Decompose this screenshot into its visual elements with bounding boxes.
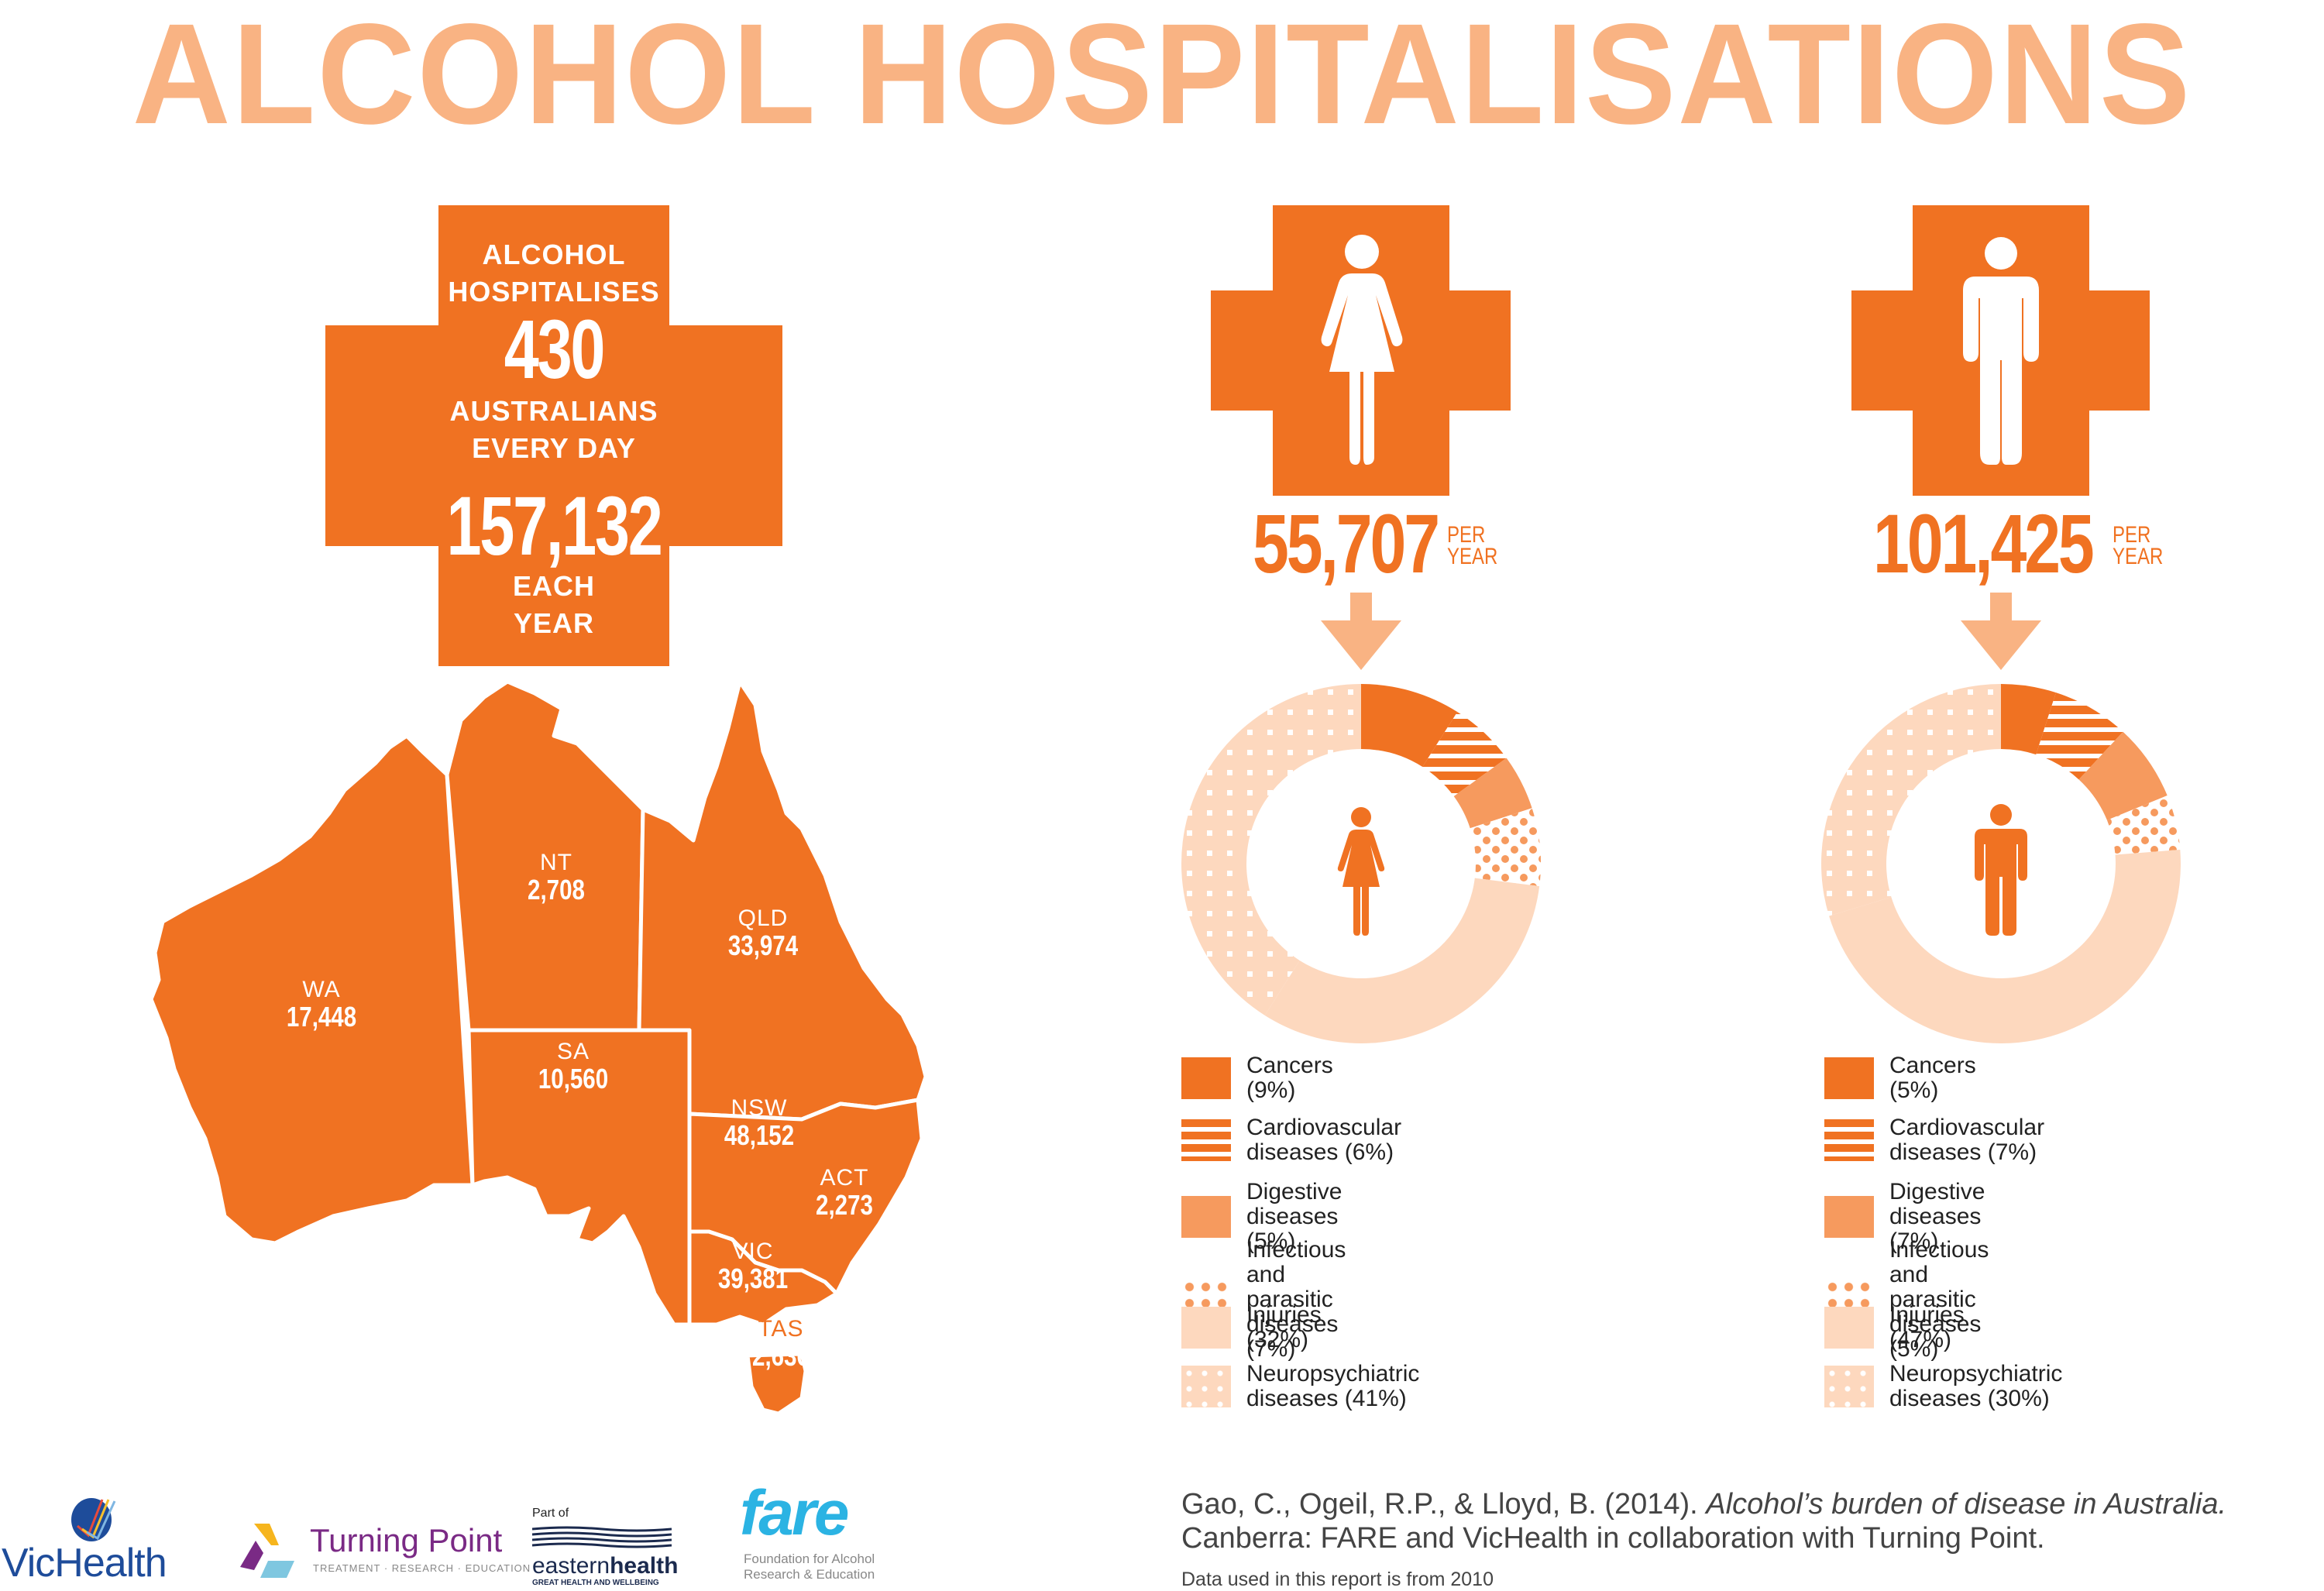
digestive-swatch xyxy=(1824,1196,1874,1238)
female-total: 55,707 xyxy=(1253,502,1490,586)
state-wa xyxy=(149,734,475,1246)
donut-segment-cancers xyxy=(1361,684,1458,768)
data-year-note: Data used in this report is from 2010 xyxy=(1181,1569,1494,1590)
male-figure-icon xyxy=(1963,237,2039,465)
female-center-icon xyxy=(1337,807,1385,936)
citation-title: Alcohol’s burden of disease in Australia… xyxy=(1706,1488,2227,1521)
female-count: 55,707 xyxy=(1253,497,1440,590)
state-label-act: ACT 2,273 xyxy=(816,1165,873,1221)
legend-item-injuries: Injuries (47%) xyxy=(1824,1303,1965,1352)
legend-item-cancers: Cancers (9%) xyxy=(1181,1053,1333,1103)
state-sa xyxy=(466,1028,692,1327)
state-label-qld: QLD 33,974 xyxy=(727,905,799,961)
down-arrow-icon xyxy=(1321,593,1401,670)
state-label-nt: NT 2,708 xyxy=(528,850,585,905)
digestive-swatch xyxy=(1181,1196,1231,1238)
turning-point-logo[interactable]: Turning Point TREATMENT · RESEARCH · EDU… xyxy=(240,1522,530,1584)
injuries-swatch xyxy=(1824,1307,1874,1349)
summary-line-5: EACH xyxy=(512,570,595,602)
donut-segment-digestive xyxy=(1453,758,1532,829)
donut-segment-injuries xyxy=(1829,849,2181,1043)
donut-segment-cancers xyxy=(2001,684,2057,755)
waves-icon xyxy=(532,1526,672,1548)
legend-item-digestive: Digestive diseases (7%) xyxy=(1824,1180,1985,1254)
summary-line-4: EVERY DAY xyxy=(472,432,636,464)
turning-point-emblem-icon xyxy=(240,1524,294,1578)
male-per-year: PER YEAR xyxy=(2113,522,2164,569)
injuries-swatch xyxy=(1181,1307,1231,1349)
donut-segment-injuries xyxy=(1264,878,1540,1043)
cardiovascular-swatch xyxy=(1824,1119,1874,1161)
legend-item-cancers: Cancers (5%) xyxy=(1824,1053,1976,1103)
state-label-nsw: NSW 48,152 xyxy=(724,1095,795,1151)
page-title: ALCOHOL HOSPITALISATIONS xyxy=(132,0,2192,154)
female-donut-chart xyxy=(1181,684,1541,1043)
cancers-swatch xyxy=(1824,1057,1874,1099)
donut-segment-cardiovascular xyxy=(2036,692,2123,780)
neuropsychiatric-swatch xyxy=(1824,1366,1874,1407)
male-donut-chart xyxy=(1821,684,2181,1043)
female-per-year: PER YEAR xyxy=(1447,522,1498,569)
state-label-vic: VIC 39,381 xyxy=(717,1239,789,1294)
neuropsychiatric-swatch xyxy=(1181,1366,1231,1407)
eastern-health-logo[interactable]: Part of easternhealth GREAT HEALTH AND W… xyxy=(532,1507,679,1587)
vichealth-logo[interactable]: VicHealth xyxy=(0,1495,182,1586)
summary-line-6: YEAR xyxy=(513,607,595,639)
male-total: 101,425 xyxy=(1873,502,2154,586)
legend-item-injuries: Injuries (32%) xyxy=(1181,1303,1322,1352)
donut-segment-digestive xyxy=(2078,731,2168,820)
state-label-sa: SA 10,560 xyxy=(538,1039,609,1094)
state-vic xyxy=(687,1229,839,1327)
cardiovascular-swatch xyxy=(1181,1119,1231,1161)
summary-text: ALCOHOL HOSPITALISES 430 AUSTRALIANS EVE… xyxy=(325,236,782,642)
donut-segment-cardiovascular xyxy=(1422,712,1507,797)
legend-item-cardiovascular: Cardiovascular diseases (6%) xyxy=(1181,1115,1401,1165)
legend-item-neuropsychiatric: Neuropsychiatric diseases (30%) xyxy=(1824,1362,2062,1411)
male-center-icon xyxy=(1975,804,2027,936)
donut-segment-infectious xyxy=(2106,796,2181,855)
donut-segment-infectious xyxy=(1470,808,1541,887)
citation: Gao, C., Ogeil, R.P., & Lloyd, B. (2014)… xyxy=(1181,1488,2227,1555)
female-figure-icon xyxy=(1321,235,1403,465)
vichealth-emblem-icon xyxy=(71,1498,116,1541)
down-arrow-icon xyxy=(1961,593,2041,670)
cancers-swatch xyxy=(1181,1057,1231,1099)
donut-segment-neuropsychiatric xyxy=(1821,684,2001,916)
australia-map xyxy=(149,679,928,1416)
male-count: 101,425 xyxy=(1873,497,2095,590)
state-act xyxy=(868,1275,879,1297)
legend-item-cardiovascular: Cardiovascular diseases (7%) xyxy=(1824,1115,2044,1165)
legend-item-digestive: Digestive diseases (5%) xyxy=(1181,1180,1342,1254)
state-label-wa: WA 17,448 xyxy=(286,977,357,1033)
yearly-count: 157,132 xyxy=(446,479,662,572)
summary-line-2: HOSPITALISES xyxy=(448,276,660,308)
cross-horizontal-bar xyxy=(325,325,782,546)
state-tas xyxy=(745,1352,808,1416)
legend-item-neuropsychiatric: Neuropsychiatric diseases (41%) xyxy=(1181,1362,1419,1411)
summary-line-1: ALCOHOL xyxy=(482,239,626,270)
summary-line-3: AUSTRALIANS xyxy=(449,395,658,427)
fare-logo[interactable]: fare Foundation for Alcohol Research & Ed… xyxy=(740,1478,875,1582)
donut-segment-neuropsychiatric xyxy=(1181,684,1361,1015)
state-label-tas: TAS 2,636 xyxy=(752,1316,810,1372)
daily-count: 430 xyxy=(504,302,606,396)
